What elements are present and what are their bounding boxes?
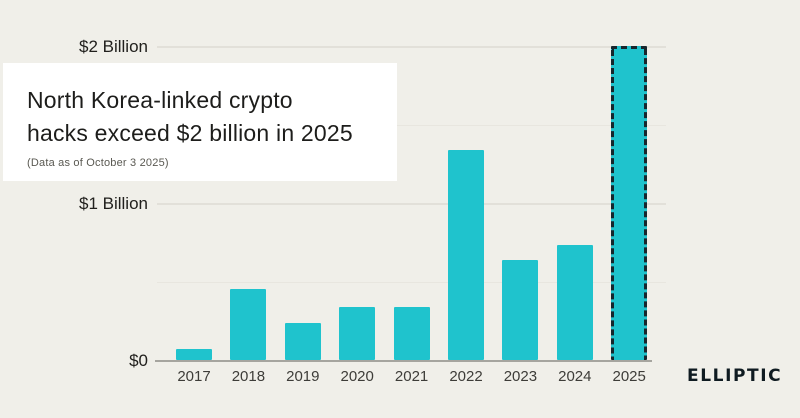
x-tick-label-2019: 2019 [286, 368, 320, 385]
bar-2020 [339, 307, 376, 360]
x-tick-label-2021: 2021 [394, 368, 429, 385]
x-tick-label-2025: 2025 [612, 368, 646, 385]
chart-subtitle: (Data as of October 3 2025) [27, 157, 169, 169]
gridline-0.5b [157, 281, 666, 283]
gridline-2b [157, 46, 666, 48]
bar-2023 [502, 260, 539, 360]
x-tick-label-2022: 2022 [449, 368, 483, 385]
title-card: North Korea-linked crypto hacks exceed $… [3, 63, 397, 181]
bar-2024 [556, 245, 593, 360]
gridline-1.5b [157, 124, 666, 126]
x-tick-label-2023: 2023 [503, 368, 538, 385]
x-tick-label-2017: 2017 [177, 368, 211, 385]
x-tick-label-2020: 2020 [340, 368, 374, 385]
bar-2025 [611, 46, 648, 360]
bar-2019 [284, 323, 321, 360]
y-tick-label-1b: $1 Billion [79, 194, 148, 213]
bar-2018 [230, 289, 267, 360]
bar-2022 [448, 150, 484, 360]
x-tick-label-2018: 2018 [231, 368, 266, 385]
x-tick-label-2024: 2024 [558, 368, 592, 385]
bar-2017 [176, 349, 212, 360]
chart-title-line-1: North Korea-linked crypto [27, 87, 293, 113]
x-axis-line [155, 360, 652, 362]
y-tick-label-0b: $0 [129, 351, 148, 370]
elliptic-logo: ELLIPTIC [687, 366, 783, 386]
chart-title-line-2: hacks exceed $2 billion in 2025 [27, 120, 353, 146]
bar-2021 [393, 307, 430, 360]
y-tick-label-2b: $2 Billion [79, 37, 148, 56]
gridline-1b [157, 203, 666, 205]
